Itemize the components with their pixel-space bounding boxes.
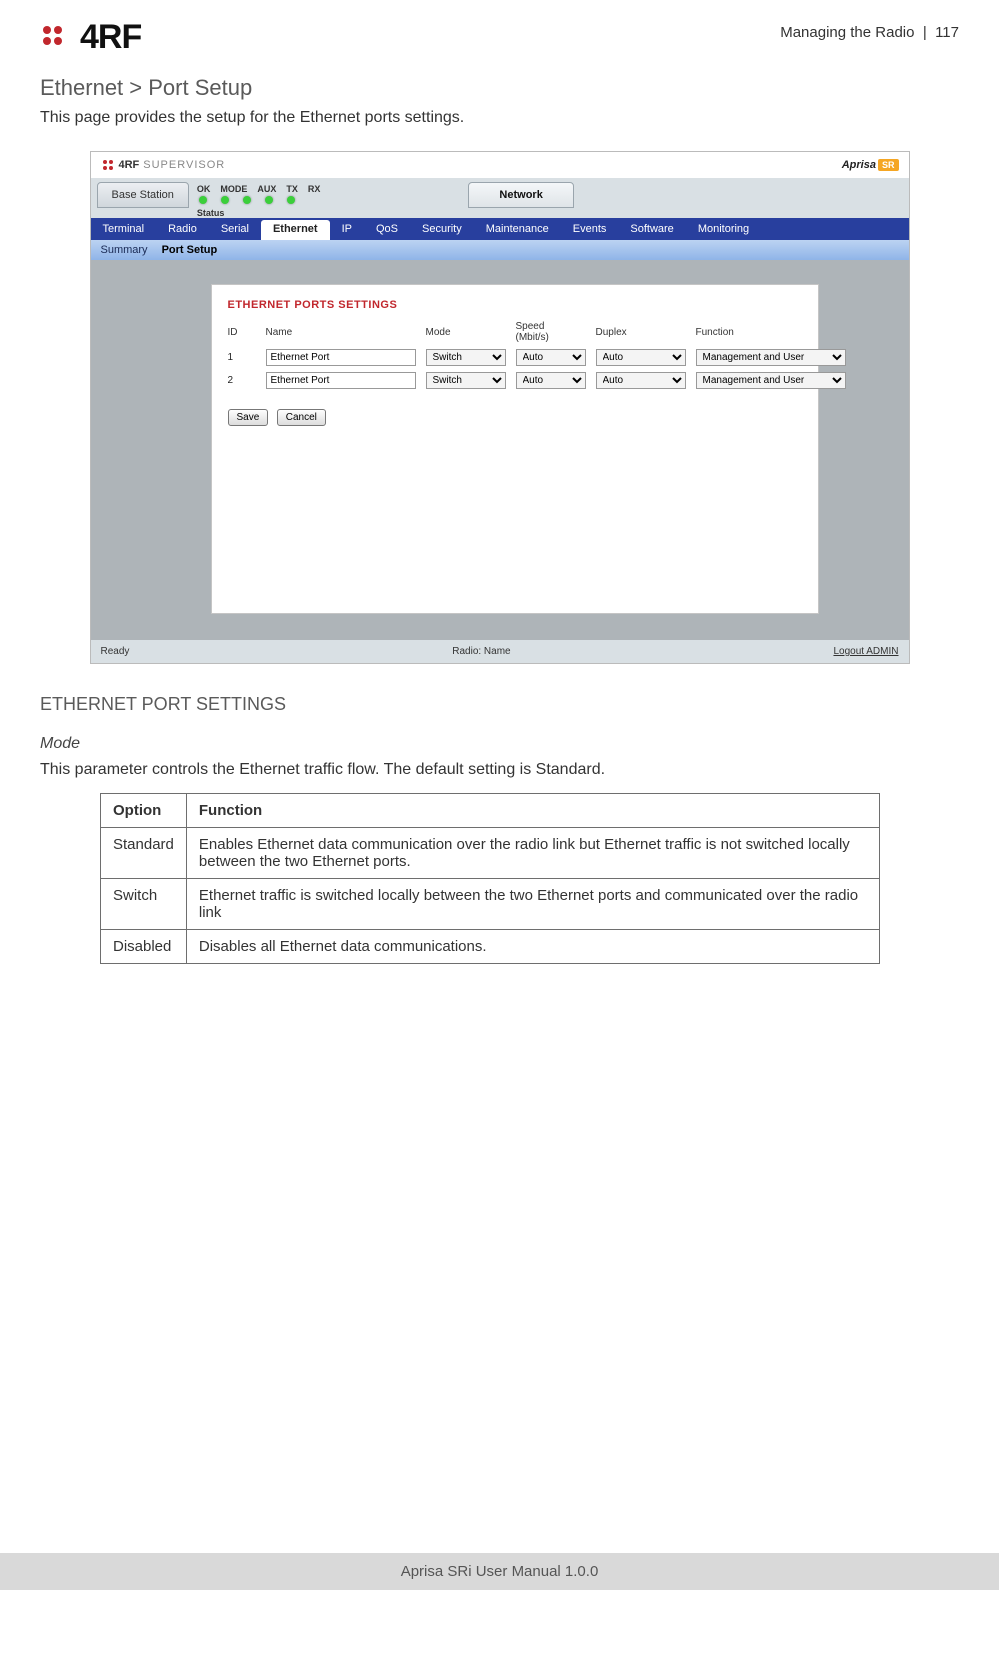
subtab-summary[interactable]: Summary xyxy=(101,244,148,256)
row2-name-input[interactable] xyxy=(266,372,416,389)
network-tab[interactable]: Network xyxy=(468,182,573,208)
sr-badge: SR xyxy=(878,159,899,171)
logout-link[interactable]: Logout ADMIN xyxy=(833,646,898,657)
row2-id: 2 xyxy=(228,375,256,386)
section-title: ETHERNET PORT SETTINGS xyxy=(40,694,959,715)
td-option: Standard xyxy=(101,828,187,879)
aprisa-text: Aprisa xyxy=(842,159,876,171)
led-rx-icon xyxy=(287,196,295,204)
row1-name-input[interactable] xyxy=(266,349,416,366)
row2-function-select[interactable]: Management and User xyxy=(696,372,846,389)
header-section: Managing the Radio xyxy=(780,24,914,41)
table-row: Option Function xyxy=(101,794,880,828)
tab-terminal[interactable]: Terminal xyxy=(91,218,157,240)
ui-screenshot: 4RF SUPERVISOR AprisaSR Base Station OK … xyxy=(90,151,910,664)
col-speed-l2: (Mbit/s) xyxy=(516,332,549,343)
row1-id: 1 xyxy=(228,352,256,363)
aprisa-brand: AprisaSR xyxy=(842,159,899,171)
col-name: Name xyxy=(266,327,416,338)
col-speed-l1: Speed xyxy=(516,321,545,332)
th-option: Option xyxy=(101,794,187,828)
tab-monitoring[interactable]: Monitoring xyxy=(686,218,761,240)
row1-speed-select[interactable]: Auto xyxy=(516,349,586,366)
table-row: Standard Enables Ethernet data communica… xyxy=(101,828,880,879)
th-function: Function xyxy=(186,794,879,828)
led-label-rx: RX xyxy=(308,184,321,194)
base-station-tab[interactable]: Base Station xyxy=(97,182,189,208)
row1-duplex-select[interactable]: Auto xyxy=(596,349,686,366)
breadcrumb: Ethernet > Port Setup xyxy=(40,75,959,101)
tab-ip[interactable]: IP xyxy=(330,218,364,240)
col-mode: Mode xyxy=(426,327,506,338)
logo-icon xyxy=(101,158,115,172)
header-right: Managing the Radio | 117 xyxy=(780,18,959,41)
led-label-mode: MODE xyxy=(220,184,247,194)
cancel-button[interactable]: Cancel xyxy=(277,409,326,426)
intro-text: This page provides the setup for the Eth… xyxy=(40,109,959,127)
col-duplex: Duplex xyxy=(596,327,686,338)
tab-qos[interactable]: QoS xyxy=(364,218,410,240)
col-speed: Speed (Mbit/s) xyxy=(516,321,586,343)
led-label-ok: OK xyxy=(197,184,211,194)
tab-ethernet[interactable]: Ethernet xyxy=(261,220,330,240)
save-button[interactable]: Save xyxy=(228,409,269,426)
status-ready: Ready xyxy=(101,646,130,657)
table-row: Disabled Disables all Ethernet data comm… xyxy=(101,930,880,964)
td-option: Disabled xyxy=(101,930,187,964)
row2-duplex-select[interactable]: Auto xyxy=(596,372,686,389)
td-function: Disables all Ethernet data communication… xyxy=(186,930,879,964)
supervisor-label: SUPERVISOR xyxy=(143,159,225,171)
row1-function-select[interactable]: Management and User xyxy=(696,349,846,366)
status-label: Status xyxy=(197,208,225,218)
led-label-tx: TX xyxy=(286,184,298,194)
sub-tab-bar: Summary Port Setup xyxy=(91,240,909,260)
tab-maintenance[interactable]: Maintenance xyxy=(474,218,561,240)
ui-top-bar: 4RF SUPERVISOR AprisaSR xyxy=(91,152,909,178)
led-label-aux: AUX xyxy=(257,184,276,194)
tab-software[interactable]: Software xyxy=(618,218,685,240)
main-tab-bar: Terminal Radio Serial Ethernet IP QoS Se… xyxy=(91,218,909,240)
col-function: Function xyxy=(696,327,846,338)
header-page: 117 xyxy=(935,24,959,41)
tab-radio[interactable]: Radio xyxy=(156,218,209,240)
led-mode-icon xyxy=(221,196,229,204)
mode-text: This parameter controls the Ethernet tra… xyxy=(40,761,959,779)
ui-brand: 4RF xyxy=(119,159,140,171)
td-function: Ethernet traffic is switched locally bet… xyxy=(186,879,879,930)
ui-footer: Ready Radio: Name Logout ADMIN xyxy=(91,640,909,663)
td-option: Switch xyxy=(101,879,187,930)
row1-mode-select[interactable]: Switch xyxy=(426,349,506,366)
status-leds: OK MODE AUX TX RX Status xyxy=(197,182,321,218)
page-footer: Aprisa SRi User Manual 1.0.0 xyxy=(0,1553,999,1590)
table-row: Switch Ethernet traffic is switched loca… xyxy=(101,879,880,930)
tab-events[interactable]: Events xyxy=(561,218,619,240)
mode-table: Option Function Standard Enables Etherne… xyxy=(100,793,880,964)
brand-text: 4RF xyxy=(80,18,141,57)
led-tx-icon xyxy=(265,196,273,204)
subtab-port-setup[interactable]: Port Setup xyxy=(162,244,218,256)
td-function: Enables Ethernet data communication over… xyxy=(186,828,879,879)
table-row: 1 Switch Auto Auto Management and User xyxy=(228,349,802,366)
panel-title: ETHERNET PORTS SETTINGS xyxy=(228,299,802,311)
row2-mode-select[interactable]: Switch xyxy=(426,372,506,389)
tab-serial[interactable]: Serial xyxy=(209,218,261,240)
brand-logo: 4RF xyxy=(40,18,141,57)
header-sep: | xyxy=(923,24,927,41)
ethernet-settings-panel: ETHERNET PORTS SETTINGS ID Name Mode Spe… xyxy=(211,284,819,614)
tab-security[interactable]: Security xyxy=(410,218,474,240)
led-ok-icon xyxy=(199,196,207,204)
table-row: 2 Switch Auto Auto Management and User xyxy=(228,372,802,389)
led-aux-icon xyxy=(243,196,251,204)
row2-speed-select[interactable]: Auto xyxy=(516,372,586,389)
mode-heading: Mode xyxy=(40,735,959,753)
logo-icon xyxy=(40,23,74,53)
page-header: 4RF Managing the Radio | 117 xyxy=(40,18,959,57)
col-id: ID xyxy=(228,327,256,338)
radio-name: Radio: Name xyxy=(452,646,510,657)
